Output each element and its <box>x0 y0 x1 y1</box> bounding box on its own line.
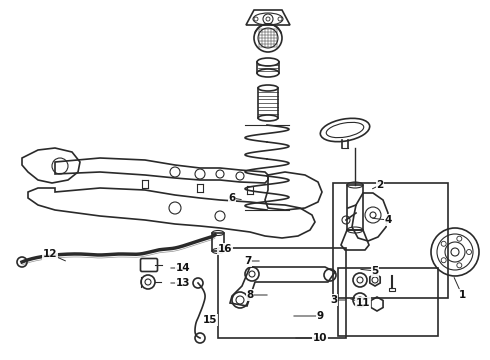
Text: 11: 11 <box>356 298 370 308</box>
Text: 14: 14 <box>176 263 190 273</box>
Text: 2: 2 <box>376 180 384 190</box>
Text: 15: 15 <box>203 315 217 325</box>
Text: 16: 16 <box>218 244 232 254</box>
Text: 13: 13 <box>176 278 190 288</box>
Bar <box>389 288 395 291</box>
Text: 5: 5 <box>371 266 379 276</box>
Bar <box>212 233 224 251</box>
Bar <box>347 185 363 230</box>
Text: 7: 7 <box>245 256 252 266</box>
Text: 9: 9 <box>317 311 323 321</box>
Bar <box>333 183 448 298</box>
Text: 8: 8 <box>246 290 254 300</box>
Bar <box>218 248 346 338</box>
Text: 12: 12 <box>43 249 57 259</box>
Bar <box>338 268 438 336</box>
Text: 4: 4 <box>384 215 392 225</box>
Text: 10: 10 <box>313 333 327 343</box>
Text: 6: 6 <box>228 193 236 203</box>
Text: 1: 1 <box>458 290 466 300</box>
Text: 3: 3 <box>330 295 338 305</box>
